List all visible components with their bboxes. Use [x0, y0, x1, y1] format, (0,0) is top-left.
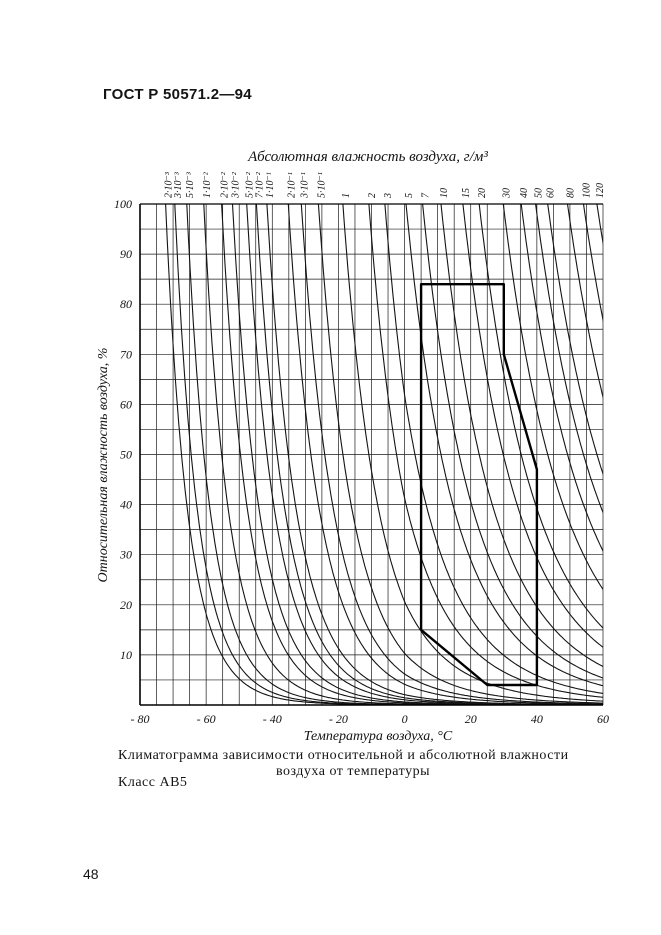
x-tick-label: 60: [597, 712, 609, 726]
top-tick-label: 7: [421, 192, 432, 198]
top-tick-label: 2·10⁻¹: [286, 172, 297, 198]
class-boundary-line: [419, 283, 539, 687]
isoline-19: [478, 204, 603, 629]
y-tick-label: 70: [120, 347, 132, 361]
top-tick-label: 60: [546, 188, 557, 198]
x-axis-label: Температура воздуха, °C: [304, 729, 453, 744]
top-tick-label: 10: [439, 188, 450, 198]
page-number: 48: [83, 866, 99, 882]
isoline-15: [405, 204, 603, 687]
top-tick-label: 80: [566, 188, 577, 198]
top-tick-label: 3·10⁻¹: [299, 172, 310, 199]
isoline-24: [566, 204, 603, 400]
axis-layer: [139, 203, 603, 706]
top-tick-label: 3·10⁻²: [231, 171, 242, 199]
top-axis-label: Абсолютная влажность воздуха, г/м³: [247, 149, 488, 165]
isoline-25: [582, 204, 603, 323]
x-tick-label: - 80: [131, 712, 150, 726]
top-tick-label: 5·10⁻¹: [316, 172, 327, 198]
top-tick-label: 1·10⁻¹: [265, 172, 276, 198]
top-tick-label: 3·10⁻³: [173, 171, 184, 199]
top-tick-label: 100: [581, 183, 592, 198]
y-tick-label: 90: [120, 247, 132, 261]
isoline-23: [547, 204, 603, 476]
top-tick-label: 7·10⁻²: [254, 171, 265, 198]
top-tick-label: 15: [461, 188, 472, 198]
top-tick-label: 2·10⁻³: [164, 171, 175, 198]
top-tick-label: 20: [477, 188, 488, 198]
isoline-11: [317, 204, 603, 704]
y-tick-label: 10: [120, 648, 132, 662]
class-label: Класс АВ5: [118, 775, 188, 790]
top-tick-label: 2·10⁻²: [220, 171, 231, 198]
x-tick-label: - 40: [263, 712, 282, 726]
y-tick-label: 50: [120, 448, 132, 462]
y-tick-label: 100: [114, 197, 132, 211]
x-tick-label: 0: [402, 712, 408, 726]
x-tick-label: - 20: [329, 712, 348, 726]
y-tick-label: 20: [120, 598, 132, 612]
boundary-layer: [419, 283, 539, 687]
caption-line-1: Климатограмма зависимости относительной …: [118, 748, 569, 763]
top-tick-label: 3: [383, 193, 394, 199]
isoline-10: [300, 204, 603, 705]
caption-line-2: воздуха от температуры: [276, 764, 430, 779]
y-tick-label: 60: [120, 397, 132, 411]
top-tick-label: 120: [595, 183, 606, 198]
y-axis-label: Относительная влажность воздуха, %: [96, 348, 111, 583]
label-layer: Абсолютная влажность воздуха, г/м³ Темпе…: [96, 149, 609, 744]
document-code: ГОСТ Р 50571.2—94: [103, 86, 252, 103]
x-tick-label: 40: [531, 712, 543, 726]
y-tick-label: 80: [120, 297, 132, 311]
x-tick-label: 20: [465, 712, 477, 726]
isoline-13: [368, 204, 603, 698]
isoline-17: [440, 204, 603, 668]
top-tick-label: 5·10⁻³: [185, 171, 196, 198]
figure-caption: Климатограмма зависимости относительной …: [118, 748, 588, 780]
isoline-26: [596, 204, 603, 246]
top-tick-label: 1: [341, 193, 352, 198]
isoline-18: [462, 204, 603, 648]
isoline-22: [535, 204, 603, 514]
x-tick-label: - 60: [197, 712, 216, 726]
top-tick-label: 5: [404, 193, 415, 198]
isoline-16: [422, 204, 603, 679]
top-tick-label: 2: [367, 193, 378, 198]
isoline-9: [287, 204, 603, 705]
y-tick-label: 40: [120, 498, 132, 512]
top-tick-label: 30: [501, 188, 512, 199]
isoline-14: [384, 204, 603, 695]
isoline-20: [502, 204, 603, 591]
top-tick-label: 40: [519, 188, 530, 198]
isoline-21: [520, 204, 603, 553]
top-tick-label: 1·10⁻²: [202, 171, 213, 198]
top-tick-label: 50: [534, 188, 545, 198]
isoline-12: [342, 204, 603, 702]
top-tick-label: 5·10⁻²: [245, 171, 256, 198]
y-tick-label: 30: [119, 548, 132, 562]
